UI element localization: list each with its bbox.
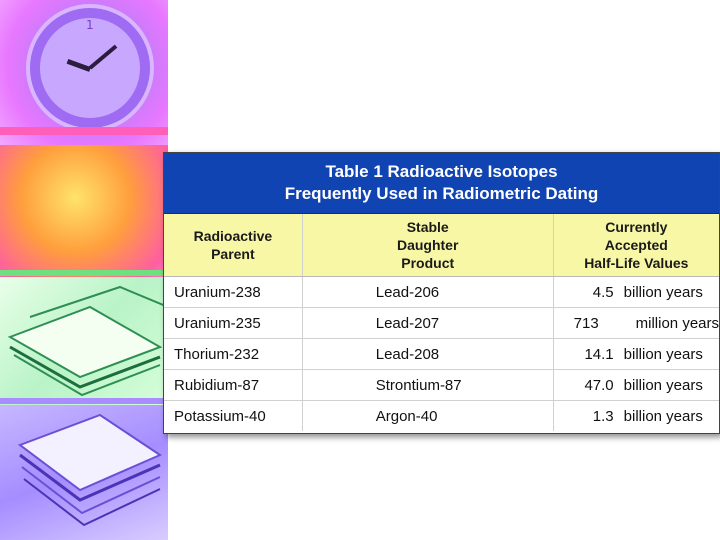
isotope-table: Table 1 Radioactive Isotopes Frequently …	[163, 152, 720, 434]
half-life-cell: 713 million years	[553, 307, 719, 339]
clock-digit: 1	[86, 18, 94, 32]
table-header-row: Radioactive Parent Stable Daughter Produ…	[164, 214, 719, 277]
daughter-cell: Lead-206	[302, 276, 554, 308]
half-life-unit: billion years	[623, 376, 703, 394]
table-title-line-2: Frequently Used in Radiometric Dating	[284, 184, 599, 203]
daughter-cell: Lead-208	[302, 338, 554, 370]
daughter-cell: Lead-207	[302, 307, 554, 339]
header-radioactive-parent: Radioactive Parent	[164, 214, 303, 277]
parent-cell: Uranium-235	[164, 307, 303, 339]
half-life-unit: million years	[635, 314, 719, 332]
header-text: Daughter	[396, 237, 459, 253]
half-life-value: 4.5	[592, 283, 614, 301]
table-title-line-1: Table 1 Radioactive Isotopes	[325, 162, 558, 181]
header-text: Stable	[406, 219, 449, 235]
clock-hour-hand	[66, 58, 91, 72]
books-icon	[7, 285, 168, 397]
header-text: Currently	[605, 219, 668, 235]
header-text: Half-Life Values	[584, 255, 689, 271]
half-life-value: 47.0	[584, 376, 614, 394]
table-row: Rubidium-87 Strontium-87 47.0 billion yea…	[164, 369, 719, 401]
half-life-value: 14.1	[584, 345, 614, 363]
half-life-cell: 47.0 billion years	[553, 369, 719, 401]
header-stable-daughter-product: Stable Daughter Product	[302, 214, 554, 277]
orange-clock-image: 12 11 1 10 2 9 3 8 4 7 6 5	[0, 145, 168, 277]
table-row: Thorium-232 Lead-208 14.1 billion years	[164, 338, 719, 370]
clock-minute-hand	[88, 44, 118, 70]
decorative-image-strip: 1 12 11 1 10 2 9 3 8 4 7 6 5	[0, 0, 168, 540]
daughter-cell: Argon-40	[302, 400, 554, 431]
table-title: Table 1 Radioactive Isotopes Frequently …	[164, 153, 719, 214]
header-text: Accepted	[604, 237, 668, 253]
half-life-unit: billion years	[623, 407, 703, 425]
books-icon	[17, 413, 163, 527]
parent-cell: Uranium-238	[164, 276, 303, 308]
daughter-cell: Strontium-87	[302, 369, 554, 401]
header-text: Product	[401, 255, 455, 271]
table-row: Uranium-238 Lead-206 4.5 billion years	[164, 276, 719, 308]
half-life-cell: 1.3 billion years	[553, 401, 719, 432]
half-life-cell: 14.1 billion years	[553, 338, 719, 370]
half-life-unit: billion years	[623, 283, 703, 301]
divider-band	[0, 398, 168, 404]
divider-band	[0, 127, 168, 135]
parent-cell: Potassium-40	[164, 400, 303, 431]
divider-band	[0, 270, 168, 276]
table-row: Potassium-40 Argon-40 1.3 billion years	[164, 400, 719, 432]
purple-clock-image: 1	[0, 0, 168, 145]
isotope-data-table: Radioactive Parent Stable Daughter Produ…	[164, 214, 719, 431]
half-life-unit: billion years	[623, 345, 703, 363]
parent-cell: Thorium-232	[164, 338, 303, 370]
header-text: Radioactive	[193, 228, 273, 244]
parent-cell: Rubidium-87	[164, 369, 303, 401]
clock-icon: 1	[30, 8, 150, 128]
purple-books-image	[0, 405, 168, 540]
half-life-value: 1.3	[592, 407, 614, 425]
half-life-cell: 4.5 billion years	[553, 276, 719, 308]
half-life-value: 713	[573, 314, 599, 332]
table-row: Uranium-235 Lead-207 713 million years	[164, 307, 719, 339]
green-books-image	[0, 277, 168, 405]
header-half-life: Currently Accepted Half-Life Values	[553, 214, 719, 277]
header-text: Parent	[211, 246, 255, 262]
